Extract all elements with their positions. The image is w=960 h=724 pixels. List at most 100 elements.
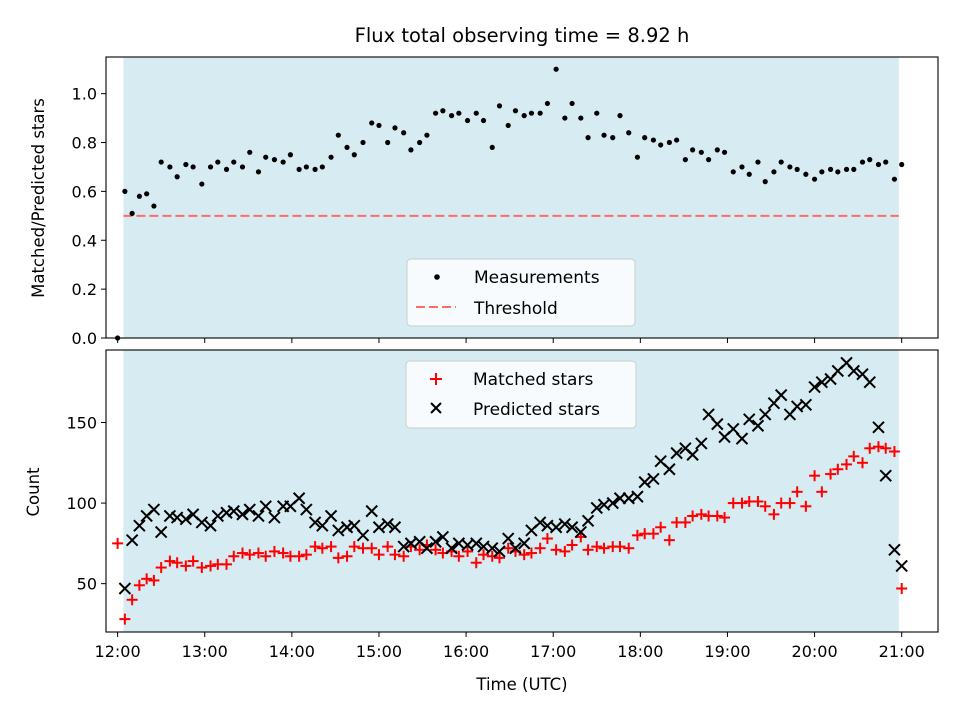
bottom-x-tick-label: 19:00 [704,642,750,661]
predicted-star-point [236,508,249,521]
matched-star-point [655,521,667,533]
predicted-star-point [365,504,378,518]
predicted-star-point [397,540,410,553]
top-y-tick-label: 0.2 [72,280,97,299]
predicted-star-point [549,521,563,534]
legend-threshold-label: Threshold [473,299,558,319]
matched-star-point [623,542,635,554]
measurement-point [610,135,616,141]
bottom-legend: Matched stars Predicted stars [405,360,637,429]
top-y-tick-label: 0.0 [72,329,97,348]
measurement-point [231,159,237,165]
predicted-star-point [799,398,813,411]
predicted-star-point [179,512,193,526]
matched-star-point [205,560,217,572]
legend-predicted-marker [430,402,442,414]
bottom-x-tick-label: 20:00 [792,642,838,661]
matched-star-point [141,573,153,585]
matched-star-point [430,544,442,556]
matched-star-point [316,542,328,554]
matched-star-point [647,528,659,540]
matched-star-point [841,458,853,470]
measurement-point [296,166,302,172]
matched-star-point [148,574,160,586]
matched-star-point [800,500,812,512]
matched-star-point [348,541,360,553]
measurement-point [207,164,214,170]
predicted-star-point [163,509,177,523]
measurement-point [144,191,150,197]
measurement-point [803,171,809,177]
predicted-star-point [517,537,531,550]
bottom-x-tick-label: 14:00 [269,642,315,661]
measurement-point [496,103,503,109]
measurement-point [190,164,196,170]
matched-star-point [888,446,900,458]
top-x-ticks [117,338,903,343]
predicted-star-point [220,506,233,519]
matched-star-point [164,555,176,567]
matched-star-point [453,550,465,562]
bottom-y-tick-label: 100 [66,494,97,513]
predicted-star-point [751,419,765,432]
measurement-point [899,161,905,168]
measurement-point [328,154,334,160]
measurement-point [247,149,253,155]
predicted-star-point [154,525,168,539]
bottom-y-axis-label: Count [24,467,43,517]
measurement-point [151,203,157,209]
predicted-star-point [252,509,265,523]
measurement-point [690,147,696,153]
measurement-point [778,159,784,165]
top-panel: Flux total observing time = 8.92 h 0.00.… [29,24,939,348]
top-legend: Measurements Threshold [406,258,636,327]
matched-star-point [252,547,264,559]
measurement-point [512,108,519,114]
predicted-star-point [227,504,240,518]
measurement-point [875,161,882,168]
predicted-star-point [558,517,572,531]
bottom-x-tick-label: 21:00 [879,642,925,661]
matched-star-point [663,534,675,546]
matched-star-point [525,547,537,559]
predicted-star-point [259,500,272,513]
predicted-star-point [702,408,715,421]
predicted-star-point [420,541,434,555]
predicted-star-point [292,492,306,505]
predicted-star-point [125,533,139,547]
measurement-point [585,135,591,141]
measurement-point [650,137,657,143]
bottom-y-tick-label: 150 [66,414,97,433]
matched-star-point [864,442,876,454]
predicted-star-point [436,530,450,544]
measurement-point [360,139,366,146]
measurement-point [705,157,712,163]
measurement-point [544,100,551,107]
predicted-star-point [324,509,338,523]
matched-star-point [848,450,860,462]
measurement-point [417,139,423,146]
predicted-star-point [759,408,772,421]
matched-star-point [373,549,385,561]
predicted-star-point [872,421,885,434]
matched-star-point [493,552,505,564]
measurement-point [280,159,286,165]
matched-star-point [133,579,145,591]
measurement-point [448,113,455,119]
matched-star-point [502,542,514,554]
matched-star-point [341,550,353,562]
measurement-point [335,132,341,138]
measurement-point [771,169,777,175]
measurement-point [891,176,898,182]
matched-star-point [478,549,490,561]
predicted-star-point [863,376,876,389]
matched-star-point [598,542,610,554]
predicted-star-point [300,503,313,516]
measurement-point [521,113,527,119]
measurement-point [263,154,269,160]
matched-stars-series [112,441,908,625]
measurement-point [787,164,793,170]
bottom-legend-box [405,360,637,429]
matched-star-point [631,529,643,541]
